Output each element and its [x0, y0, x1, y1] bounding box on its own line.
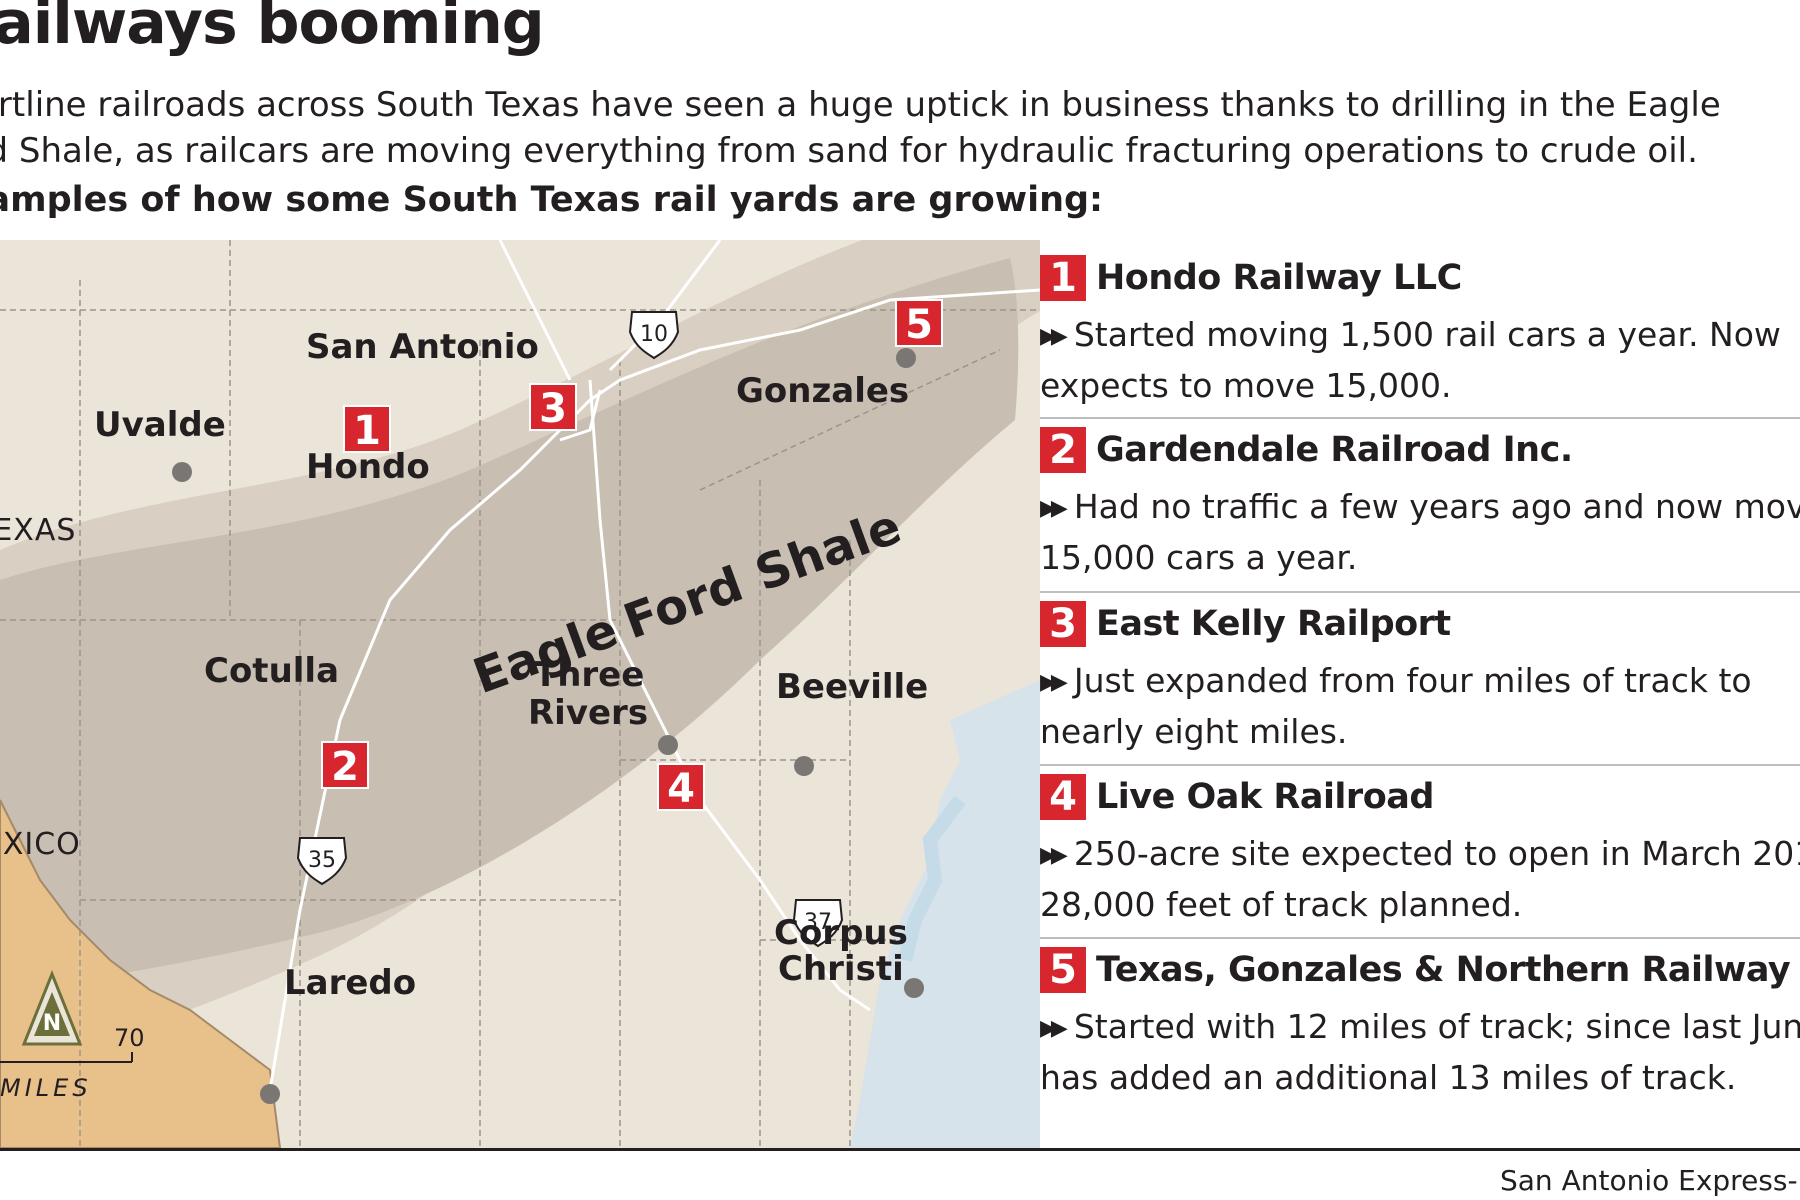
double-arrow-icon: ▶▶ — [1040, 843, 1068, 868]
page-title: Railways booming — [0, 0, 545, 58]
legend-line: expects to move 15,000. — [1040, 366, 1452, 405]
city-label-cotulla: Cotulla — [204, 651, 339, 691]
legend-line: 250-acre site expected to open in March … — [1073, 834, 1800, 873]
double-arrow-icon: ▶▶ — [1040, 496, 1068, 521]
map-marker-3: 3 — [529, 383, 577, 432]
city-label-san-antonio: San Antonio — [306, 327, 539, 367]
map-marker-4: 4 — [657, 763, 705, 812]
scale-unit: MILES — [0, 1074, 92, 1102]
city-dot — [658, 735, 678, 755]
highway-37-shield: 37 — [792, 899, 844, 948]
legend-entry-5: 5 Texas, Gonzales & Northern Railway Co.… — [1040, 944, 1800, 1101]
city-dot — [172, 462, 192, 482]
double-arrow-icon: ▶▶ — [1040, 670, 1068, 695]
marker-number: 1 — [353, 408, 381, 454]
highway-label: 35 — [308, 848, 336, 873]
highway-label: 10 — [640, 322, 668, 347]
city-label-corpus: Corpus — [774, 913, 908, 953]
intro-line: Ford Shale, as railcars are moving every… — [0, 131, 1698, 171]
legend-line: nearly eight miles. — [1040, 712, 1348, 751]
bay-water — [898, 795, 966, 962]
legend-entry-description: ▶▶ Started moving 1,500 rail cars a year.… — [1040, 312, 1800, 409]
scale-bar: 70 MILES — [0, 1024, 145, 1102]
legend-number-badge: 2 — [1040, 427, 1086, 473]
legend-entry-name: Hondo Railway LLC — [1096, 258, 1462, 298]
marker-number: 2 — [331, 744, 359, 790]
intro-line: Shortline railroads across South Texas h… — [0, 85, 1721, 125]
legend-line: Had no traffic a few years ago and now m… — [1073, 487, 1800, 526]
double-arrow-icon: ▶▶ — [1040, 1016, 1068, 1041]
city-dots — [172, 348, 924, 1104]
legend-entry-name: Texas, Gonzales & Northern Railway Co. — [1096, 950, 1800, 990]
map: 10 35 37 San Antonio Uvalde Hondo Gonzal… — [0, 240, 1040, 1148]
double-arrow-icon: ▶▶ — [1040, 324, 1068, 349]
legend-line: Started moving 1,500 rail cars a year. N… — [1073, 315, 1781, 354]
highway-label: 37 — [804, 910, 832, 935]
source-credit: San Antonio Express-News — [1500, 1164, 1800, 1197]
legend-entry-4: 4 Live Oak Railroad ▶▶ 250-acre site expe… — [1040, 771, 1800, 928]
scale-value: 70 — [114, 1024, 145, 1052]
city-dot — [794, 756, 814, 776]
city-dot — [896, 348, 916, 368]
highway-10-shield: 10 — [628, 311, 680, 360]
map-marker-1: 1 — [343, 405, 391, 454]
legend-line: Started with 12 miles of track; since la… — [1073, 1007, 1800, 1046]
legend-line: has added an additional 13 miles of trac… — [1040, 1058, 1737, 1097]
north-arrow-icon: N — [21, 969, 83, 1046]
legend-entry-3: 3 East Kelly Railport ▶▶ Just expanded fr… — [1040, 598, 1800, 755]
rail-line — [559, 389, 602, 442]
legend-line: 28,000 feet of track planned. — [1040, 885, 1523, 924]
map-marker-2: 2 — [321, 741, 369, 790]
region-label-mexico: MEXICO — [0, 827, 81, 862]
city-label-beeville: Beeville — [776, 667, 928, 707]
county-lines — [0, 240, 1040, 1148]
legend-number-badge: 4 — [1040, 774, 1086, 820]
compass-label: N — [43, 1011, 61, 1036]
legend-entry-name: East Kelly Railport — [1096, 604, 1451, 644]
legend-entry-description: ▶▶ Had no traffic a few years ago and now… — [1040, 484, 1800, 581]
marker-number: 4 — [667, 766, 695, 812]
marker-number: 3 — [539, 386, 567, 432]
city-dot — [904, 978, 924, 998]
shale-region — [0, 258, 1019, 990]
legend-number-badge: 5 — [1040, 947, 1086, 993]
legend-divider — [1040, 591, 1800, 593]
highway-35-shield: 35 — [296, 837, 348, 886]
rail-line — [498, 240, 572, 381]
map-marker-5: 5 — [895, 299, 943, 348]
legend-entry-description: ▶▶ Just expanded from four miles of track… — [1040, 658, 1800, 755]
legend-entry-1: 1 Hondo Railway LLC ▶▶ Started moving 1,5… — [1040, 252, 1800, 409]
region-label-texas: TEXAS — [0, 513, 76, 548]
legend-number-badge: 1 — [1040, 255, 1086, 301]
rail-line — [268, 288, 1040, 1091]
legend-number-badge: 3 — [1040, 601, 1086, 647]
legend-line: Just expanded from four miles of track t… — [1073, 661, 1752, 700]
city-label-hondo: Hondo — [306, 447, 430, 487]
subhead: Examples of how some South Texas rail ya… — [0, 180, 1104, 220]
legend-entry-description: ▶▶ 250-acre site expected to open in Marc… — [1040, 831, 1800, 928]
marker-number: 5 — [905, 302, 933, 348]
city-label-uvalde: Uvalde — [94, 405, 226, 445]
intro-text: Shortline railroads across South Texas h… — [0, 82, 1800, 174]
legend-entry-2: 2 Gardendale Railroad Inc. ▶▶ Had no traf… — [1040, 424, 1800, 581]
city-dot — [260, 1084, 280, 1104]
legend-entry-name: Gardendale Railroad Inc. — [1096, 430, 1573, 470]
city-label-gonzales: Gonzales — [736, 371, 909, 411]
legend-divider — [1040, 937, 1800, 939]
city-label-three: Three — [534, 655, 644, 695]
legend-entry-description: ▶▶ Started with 12 miles of track; since … — [1040, 1004, 1800, 1101]
legend-divider — [1040, 764, 1800, 766]
city-label-laredo: Laredo — [284, 963, 416, 1003]
legend-entry-name: Live Oak Railroad — [1096, 777, 1434, 817]
legend-divider — [1040, 417, 1800, 419]
city-label-rivers: Rivers — [528, 693, 648, 733]
bottom-rule — [0, 1148, 1800, 1151]
legend-line: 15,000 cars a year. — [1040, 538, 1358, 577]
gulf-water — [850, 680, 1040, 1148]
city-label-christi: Christi — [778, 949, 904, 989]
